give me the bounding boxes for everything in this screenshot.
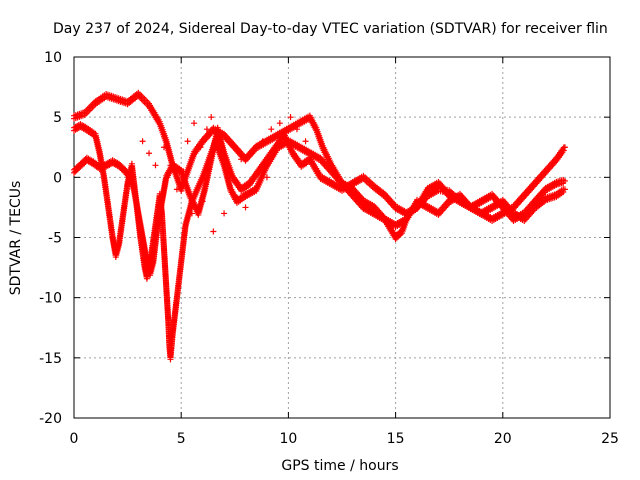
y-tick-label: 0 [53,170,62,186]
data-point [561,186,568,193]
y-tick-label: 5 [53,110,62,126]
data-point [218,150,225,157]
data-point [152,162,159,169]
y-tick-label: -10 [39,291,62,307]
data-point [203,126,210,133]
data-point [287,114,294,121]
series-track-a [71,89,568,242]
chart-title: Day 237 of 2024, Sidereal Day-to-day VTE… [53,21,608,37]
y-axis-label: SDTVAR / TECUs [8,181,24,296]
data-point [231,192,238,199]
data-point [238,156,245,163]
data-point [197,144,204,151]
data-point [208,114,215,121]
data-point [173,186,180,193]
data-point [259,138,266,145]
series-scatter-cluster [139,114,309,235]
y-tick-label: 10 [44,50,62,66]
data-point [248,150,255,157]
data-point [199,198,206,205]
data-point [161,144,168,151]
data-point [397,231,404,238]
data-point [268,126,275,133]
data-point [180,168,187,175]
x-tick-labels: 0 5 10 15 20 25 [70,431,619,447]
axis-ticks [73,56,611,419]
data-point [221,210,228,217]
data-point [191,120,198,127]
data-point [302,138,309,145]
y-tick-labels: -20 -15 -10 -5 0 5 10 [39,50,62,427]
data-point [188,210,195,217]
data-point [184,138,191,145]
y-tick-label: -20 [39,411,62,427]
x-tick-label: 10 [279,431,297,447]
data-point [242,204,249,211]
series-track-c [71,124,568,279]
data-point [560,147,567,154]
y-tick-label: -5 [48,231,62,247]
data-point [263,174,270,181]
x-tick-label: 25 [601,431,619,447]
x-axis-label: GPS time / hours [281,458,398,474]
data-point [561,144,568,151]
x-tick-label: 15 [387,431,405,447]
x-tick-label: 5 [177,431,186,447]
x-tick-label: 20 [494,431,512,447]
data-marks [71,89,568,363]
data-point [293,126,300,133]
data-point [167,162,174,169]
data-point [225,168,232,175]
x-tick-label: 0 [70,431,79,447]
data-point [276,120,283,127]
data-point [139,138,146,145]
data-point [146,150,153,157]
data-point [210,228,217,235]
data-point [561,177,568,184]
y-tick-label: -15 [39,351,62,367]
data-point [214,132,221,139]
